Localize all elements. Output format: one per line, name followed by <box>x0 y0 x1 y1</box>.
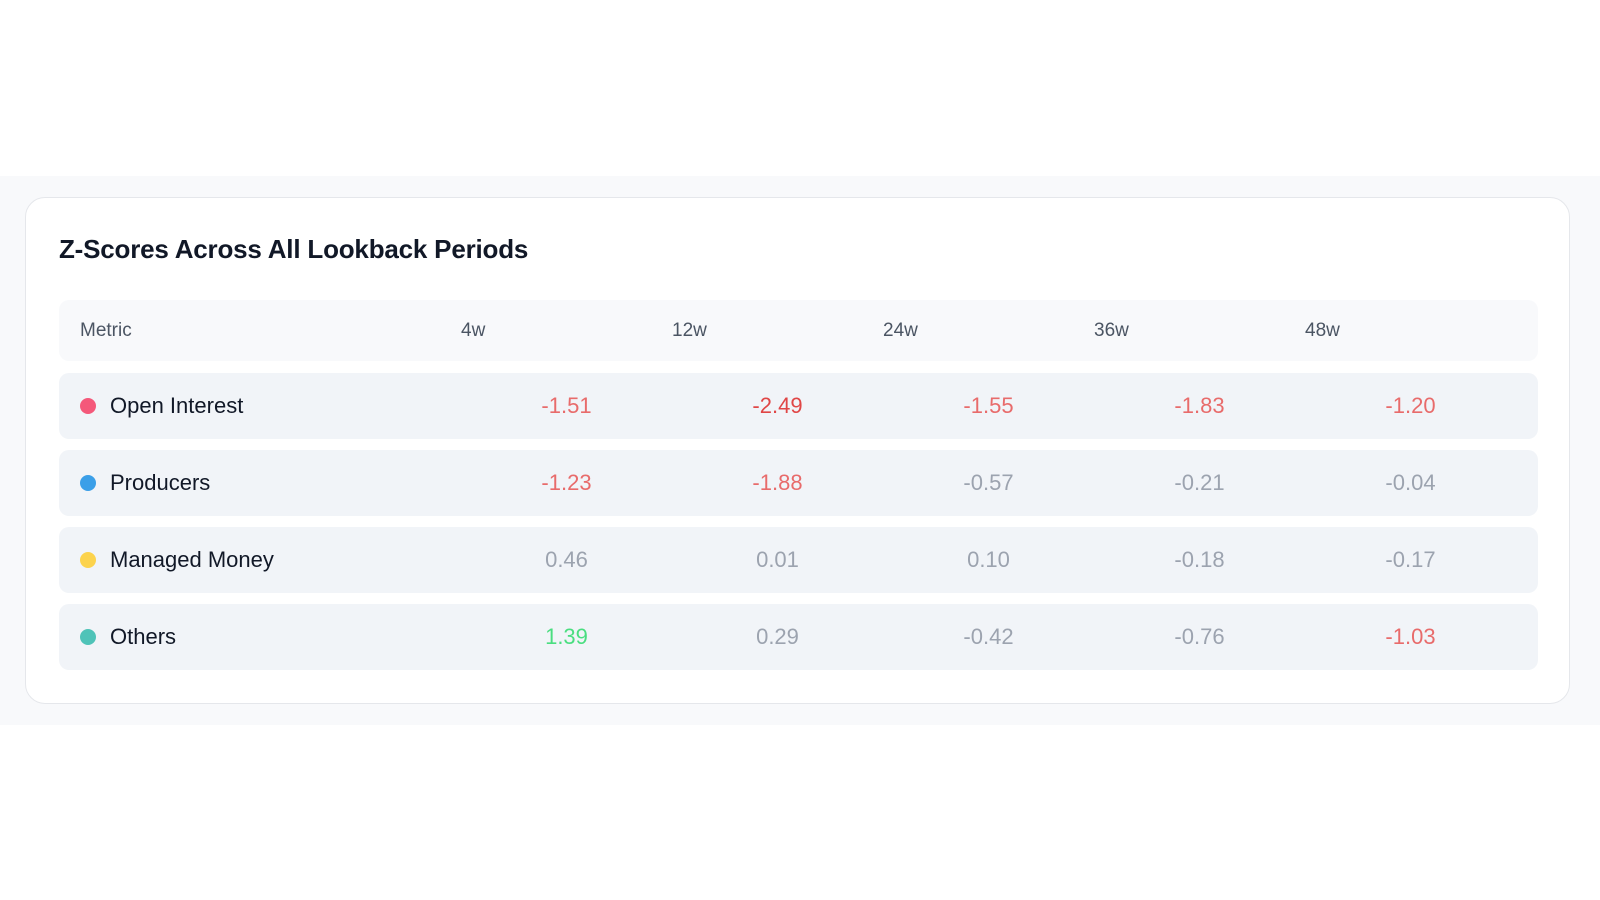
series-color-dot <box>80 552 96 568</box>
card-title: Z-Scores Across All Lookback Periods <box>59 234 529 264</box>
metric-label: Open Interest <box>110 393 244 418</box>
zscore-value-4w: 1.39 <box>545 624 588 649</box>
zscore-value-12w: 0.29 <box>756 624 799 649</box>
zscore-table: Metric 4w 12w 24w 36w 48w Open Interest … <box>59 300 1538 681</box>
zscore-value-24w: -1.55 <box>963 393 1014 418</box>
zscore-value-36w: -0.76 <box>1174 624 1225 649</box>
metric-label: Managed Money <box>110 547 274 572</box>
table-header-row: Metric 4w 12w 24w 36w 48w <box>59 300 1538 361</box>
series-color-dot <box>80 475 96 491</box>
table-row: Open Interest -1.51 -2.49 -1.55 -1.83 -1… <box>59 373 1538 439</box>
zscore-value-48w: -0.04 <box>1385 470 1436 495</box>
column-header-48w: 48w <box>1305 319 1340 341</box>
metric-label: Others <box>110 624 177 649</box>
zscore-value-24w: -0.57 <box>963 470 1014 495</box>
table-row: Producers -1.23 -1.88 -0.57 -0.21 -0.04 <box>59 450 1538 516</box>
column-header-12w: 12w <box>672 319 707 341</box>
zscore-card: Z-Scores Across All Lookback Periods Met… <box>25 197 1570 704</box>
zscore-value-4w: 0.46 <box>545 547 588 572</box>
zscore-value-12w: -2.49 <box>752 393 803 418</box>
metric-cell: Managed Money <box>59 547 461 573</box>
metric-cell: Others <box>59 624 461 650</box>
series-color-dot <box>80 629 96 645</box>
zscore-value-24w: 0.10 <box>967 547 1010 572</box>
table-row: Others 1.39 0.29 -0.42 -0.76 -1.03 <box>59 604 1538 670</box>
zscore-value-24w: -0.42 <box>963 624 1014 649</box>
metric-cell: Producers <box>59 470 461 496</box>
column-header-4w: 4w <box>461 319 486 341</box>
zscore-value-12w: -1.88 <box>752 470 803 495</box>
zscore-value-36w: -1.83 <box>1174 393 1225 418</box>
zscore-value-4w: -1.23 <box>541 470 592 495</box>
metric-label: Producers <box>110 470 211 495</box>
metric-cell: Open Interest <box>59 393 461 419</box>
zscore-value-12w: 0.01 <box>756 547 799 572</box>
column-header-36w: 36w <box>1094 319 1129 341</box>
zscore-value-48w: -0.17 <box>1385 547 1436 572</box>
column-header-metric: Metric <box>80 319 132 341</box>
zscore-value-4w: -1.51 <box>541 393 592 418</box>
series-color-dot <box>80 398 96 414</box>
zscore-value-36w: -0.21 <box>1174 470 1225 495</box>
zscore-value-36w: -0.18 <box>1174 547 1225 572</box>
column-header-24w: 24w <box>883 319 918 341</box>
zscore-value-48w: -1.20 <box>1385 393 1436 418</box>
table-row: Managed Money 0.46 0.01 0.10 -0.18 -0.17 <box>59 527 1538 593</box>
zscore-value-48w: -1.03 <box>1385 624 1436 649</box>
